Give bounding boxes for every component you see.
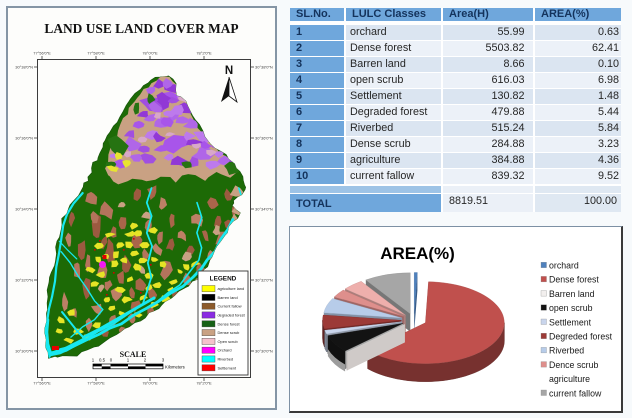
svg-text:0.5: 0.5 — [99, 358, 106, 363]
svg-text:N: N — [225, 65, 233, 77]
svg-text:78°2′0″E: 78°2′0″E — [196, 381, 212, 386]
svg-text:1: 1 — [92, 358, 95, 363]
svg-text:30°30′0″N: 30°30′0″N — [15, 349, 33, 354]
svg-text:78°2′0″E: 78°2′0″E — [196, 51, 212, 56]
svg-text:Degreded forest: Degreded forest — [549, 332, 613, 342]
svg-text:30°32′0″N: 30°32′0″N — [255, 278, 273, 283]
svg-text:77°58′0″E: 77°58′0″E — [87, 51, 105, 56]
svg-text:30°36′0″N: 30°36′0″N — [255, 136, 273, 141]
svg-text:SCALE: SCALE — [120, 350, 147, 359]
svg-text:2: 2 — [144, 358, 147, 363]
svg-text:Settlement: Settlement — [549, 317, 592, 327]
svg-text:3: 3 — [162, 358, 165, 363]
svg-text:30°32′0″N: 30°32′0″N — [15, 278, 33, 283]
svg-text:LEGEND: LEGEND — [210, 276, 237, 283]
svg-text:30°30′0″N: 30°30′0″N — [255, 349, 273, 354]
svg-text:30°34′0″N: 30°34′0″N — [15, 207, 33, 212]
svg-text:30°36′0″N: 30°36′0″N — [15, 136, 33, 141]
svg-text:Current fallow: Current fallow — [218, 304, 242, 309]
svg-text:agriculture: agriculture — [549, 374, 590, 384]
svg-text:Kilometers: Kilometers — [165, 365, 185, 370]
svg-text:current fallow: current fallow — [549, 388, 602, 398]
svg-text:0: 0 — [110, 358, 113, 363]
svg-text:Riverbed: Riverbed — [549, 346, 584, 356]
svg-text:77°56′0″E: 77°56′0″E — [33, 381, 51, 386]
svg-text:orchard: orchard — [549, 261, 579, 271]
svg-text:Dense forest: Dense forest — [218, 321, 241, 326]
svg-text:77°56′0″E: 77°56′0″E — [33, 51, 51, 56]
svg-text:1: 1 — [127, 358, 130, 363]
svg-text:Open scrub: Open scrub — [218, 339, 238, 344]
svg-text:78°0′0″E: 78°0′0″E — [142, 381, 158, 386]
svg-text:Orchard: Orchard — [218, 348, 232, 353]
svg-text:Settlement: Settlement — [218, 365, 238, 370]
svg-text:Dense scrub: Dense scrub — [218, 330, 240, 335]
svg-text:30°34′0″N: 30°34′0″N — [255, 207, 273, 212]
svg-text:Barren land: Barren land — [549, 289, 595, 299]
svg-text:Dence scrub: Dence scrub — [549, 360, 598, 370]
svg-text:Dense forest: Dense forest — [549, 275, 599, 285]
svg-text:77°58′0″E: 77°58′0″E — [87, 381, 105, 386]
svg-text:78°0′0″E: 78°0′0″E — [142, 51, 158, 56]
svg-text:open scrub: open scrub — [549, 303, 593, 313]
svg-text:30°38′0″N: 30°38′0″N — [15, 65, 33, 70]
svg-text:30°38′0″N: 30°38′0″N — [255, 65, 273, 70]
svg-text:degraded forest: degraded forest — [218, 313, 246, 318]
svg-text:agriculture land: agriculture land — [218, 286, 245, 291]
svg-text:Riverbed: Riverbed — [218, 357, 234, 362]
svg-text:Barren land: Barren land — [218, 295, 238, 300]
